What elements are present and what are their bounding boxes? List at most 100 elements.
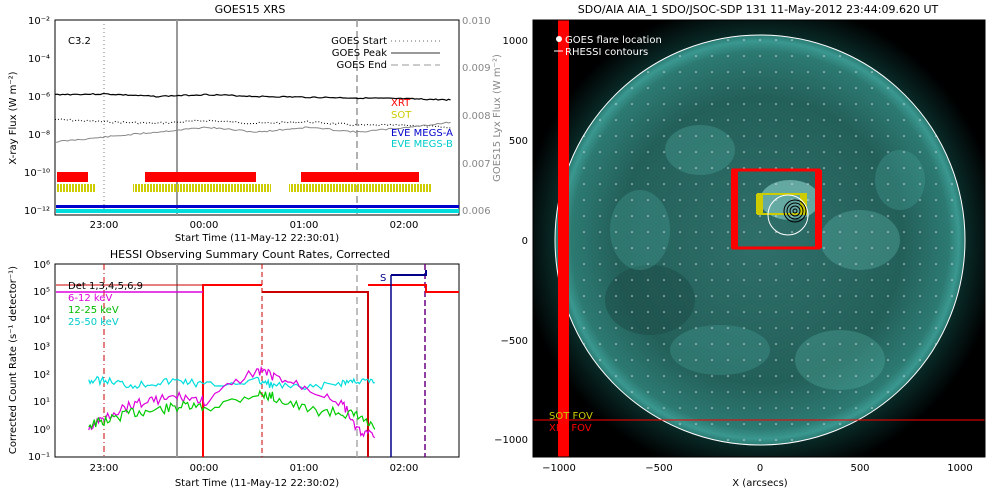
goes-y2label: GOES15 Lyx Flux (W m⁻²) (492, 54, 503, 182)
hessi-xtick: 00:00 (190, 463, 219, 474)
aia-border (532, 19, 986, 458)
xrt-fov-box-left (731, 170, 738, 248)
hessi-xtick: 23:00 (90, 463, 119, 474)
hessi-yticks: 10⁶ 10⁵ 10⁴ 10³ 10² 10¹ 10⁰ 10⁻¹ (28, 260, 50, 463)
sot-fov-left (756, 194, 763, 214)
sot-bar (133, 184, 271, 192)
hessi-legend-25-50: 25-50 keV (68, 317, 119, 328)
goes-y2tick: 0.006 (462, 206, 491, 217)
hessi-xtick: 02:00 (390, 463, 419, 474)
hessi-legend-12-25: 12-25 keV (68, 305, 119, 316)
hessi-det-label: Det 1,3,4,5,6,9 (68, 281, 143, 292)
aia-ytick: 1000 (503, 36, 528, 47)
sot-bar (289, 184, 432, 192)
goes-y2ticks: 0.010 0.009 0.008 0.007 0.006 (462, 16, 491, 217)
goes-y2tick: 0.010 (462, 16, 491, 27)
xrt-label: XRT (391, 98, 411, 109)
goes-xticks: 23:00 00:00 01:00 02:00 (90, 220, 419, 231)
goes-xtick: 23:00 (90, 220, 119, 231)
hessi-ylabel: Corrected Count Rate (s⁻¹ detector⁻¹) (8, 266, 19, 454)
hessi-red-level3 (368, 284, 459, 293)
hessi-legend-6-12: 6-12 keV (68, 293, 112, 304)
aia-xlabel: X (arcsecs) (732, 478, 788, 489)
hessi-ytick: 10² (33, 370, 50, 381)
aia-xtick: 1000 (947, 463, 972, 474)
hessi-xtick: 01:00 (290, 463, 319, 474)
xrt-fov-box-right (815, 170, 822, 248)
aia-xtick: 0 (757, 463, 763, 474)
goes-y2tick: 0.008 (462, 111, 491, 122)
goes-ytick: 10⁻¹² (24, 206, 50, 217)
goes-ylabel: X-ray Flux (W m⁻²) (8, 71, 19, 164)
hessi-saa-bracket (391, 270, 427, 276)
aia-xtick: −500 (645, 463, 672, 474)
eve-megs-a-label: EVE MEGS-A (391, 128, 453, 139)
goes-ytick: 10⁻² (28, 16, 50, 27)
aia-panel: SDO/AIA AIA_1 SDO/JSOC-SDP 131 11-May-20… (494, 3, 986, 489)
rhessi-contours (767, 194, 809, 236)
aia-xtick: −1000 (542, 463, 576, 474)
hessi-ytick: 10⁴ (33, 315, 50, 326)
sot-fov-label: SOT FOV (549, 411, 593, 422)
sot-bar (57, 184, 95, 192)
eve-megs-b-label: EVE MEGS-B (391, 139, 453, 150)
xrt-bar (145, 172, 256, 182)
goes-yticks: 10⁻² 10⁻⁴ 10⁻⁶ 10⁻⁸ 10⁻¹⁰ 10⁻¹² (24, 16, 50, 217)
hessi-ytick: 10⁵ (33, 287, 50, 298)
sot-label: SOT (391, 110, 412, 121)
hessi-series-6-12 (88, 365, 376, 439)
aia-ytick: −500 (501, 336, 528, 347)
eve-megs-b-bar (56, 209, 459, 213)
hessi-panel: HESSI Observing Summary Count Rates, Cor… (8, 248, 460, 489)
goes-xtick: 00:00 (190, 220, 219, 231)
goes-class-label: C3.2 (68, 36, 91, 47)
goes-series-lya (54, 121, 451, 143)
hessi-ytick: 10⁻¹ (28, 452, 50, 463)
goes-ytick: 10⁻⁸ (28, 130, 50, 141)
goes-xlabel: Start Time (11-May-12 22:30:01) (175, 233, 339, 244)
hessi-series-12-25 (88, 389, 376, 430)
aia-yticks: 1000 500 0 −500 −1000 (494, 36, 528, 446)
xrt-fov-strip (558, 20, 569, 457)
aia-legend-rhessi: RHESSI contours (565, 47, 648, 58)
hessi-ytick: 10¹ (33, 397, 50, 408)
hessi-xticks: 23:00 00:00 01:00 02:00 (90, 463, 419, 474)
goes-ytick: 10⁻⁶ (28, 92, 50, 103)
goes-legend: GOES Start GOES Peak GOES End (331, 36, 440, 71)
goes-legend-end: GOES End (337, 60, 387, 71)
hessi-red-level (202, 284, 262, 457)
goes-bar-labels: XRT SOT EVE MEGS-A EVE MEGS-B (391, 98, 453, 150)
aia-ytick: 500 (509, 136, 528, 147)
goes-frame (54, 19, 460, 216)
aia-ytick: 0 (522, 236, 528, 247)
goes-series-long (54, 92, 451, 102)
active-regions (555, 35, 965, 445)
hessi-xlabel: Start Time (11-May-12 22:30:02) (175, 478, 339, 489)
goes-location-marker-icon (556, 36, 562, 42)
hessi-ytick: 10³ (33, 342, 50, 353)
hessi-s-label: S (380, 273, 386, 284)
goes-y2tick: 0.007 (462, 159, 491, 170)
goes-title: GOES15 XRS (215, 3, 286, 16)
aia-legend-goes: GOES flare location (565, 35, 662, 46)
xrt-bar (57, 172, 88, 182)
hessi-legend: Det 1,3,4,5,6,9 6-12 keV 12-25 keV 25-50… (68, 281, 143, 328)
goes-xtick: 02:00 (390, 220, 419, 231)
hessi-series-25-50 (88, 375, 375, 391)
goes-xtick: 01:00 (290, 220, 319, 231)
goes-legend-peak: GOES Peak (332, 48, 387, 59)
goes-ytick: 10⁻⁴ (28, 54, 50, 65)
eve-megs-a-bar (56, 205, 459, 208)
xrt-bar (301, 172, 419, 182)
goes-legend-start: GOES Start (331, 36, 387, 47)
hessi-red-level2 (262, 291, 369, 457)
aia-title: SDO/AIA AIA_1 SDO/JSOC-SDP 131 11-May-20… (578, 3, 939, 16)
aia-xtick: 500 (850, 463, 869, 474)
limb-circle (554, 34, 966, 446)
aia-xticks: −1000 −500 0 500 1000 (542, 463, 973, 474)
hessi-frame (54, 263, 460, 458)
goes-ytick: 10⁻¹⁰ (24, 168, 50, 179)
goes-panel: GOES15 XRS C3.2 X-ray Flux (W m⁻²) GOES1… (8, 3, 503, 244)
